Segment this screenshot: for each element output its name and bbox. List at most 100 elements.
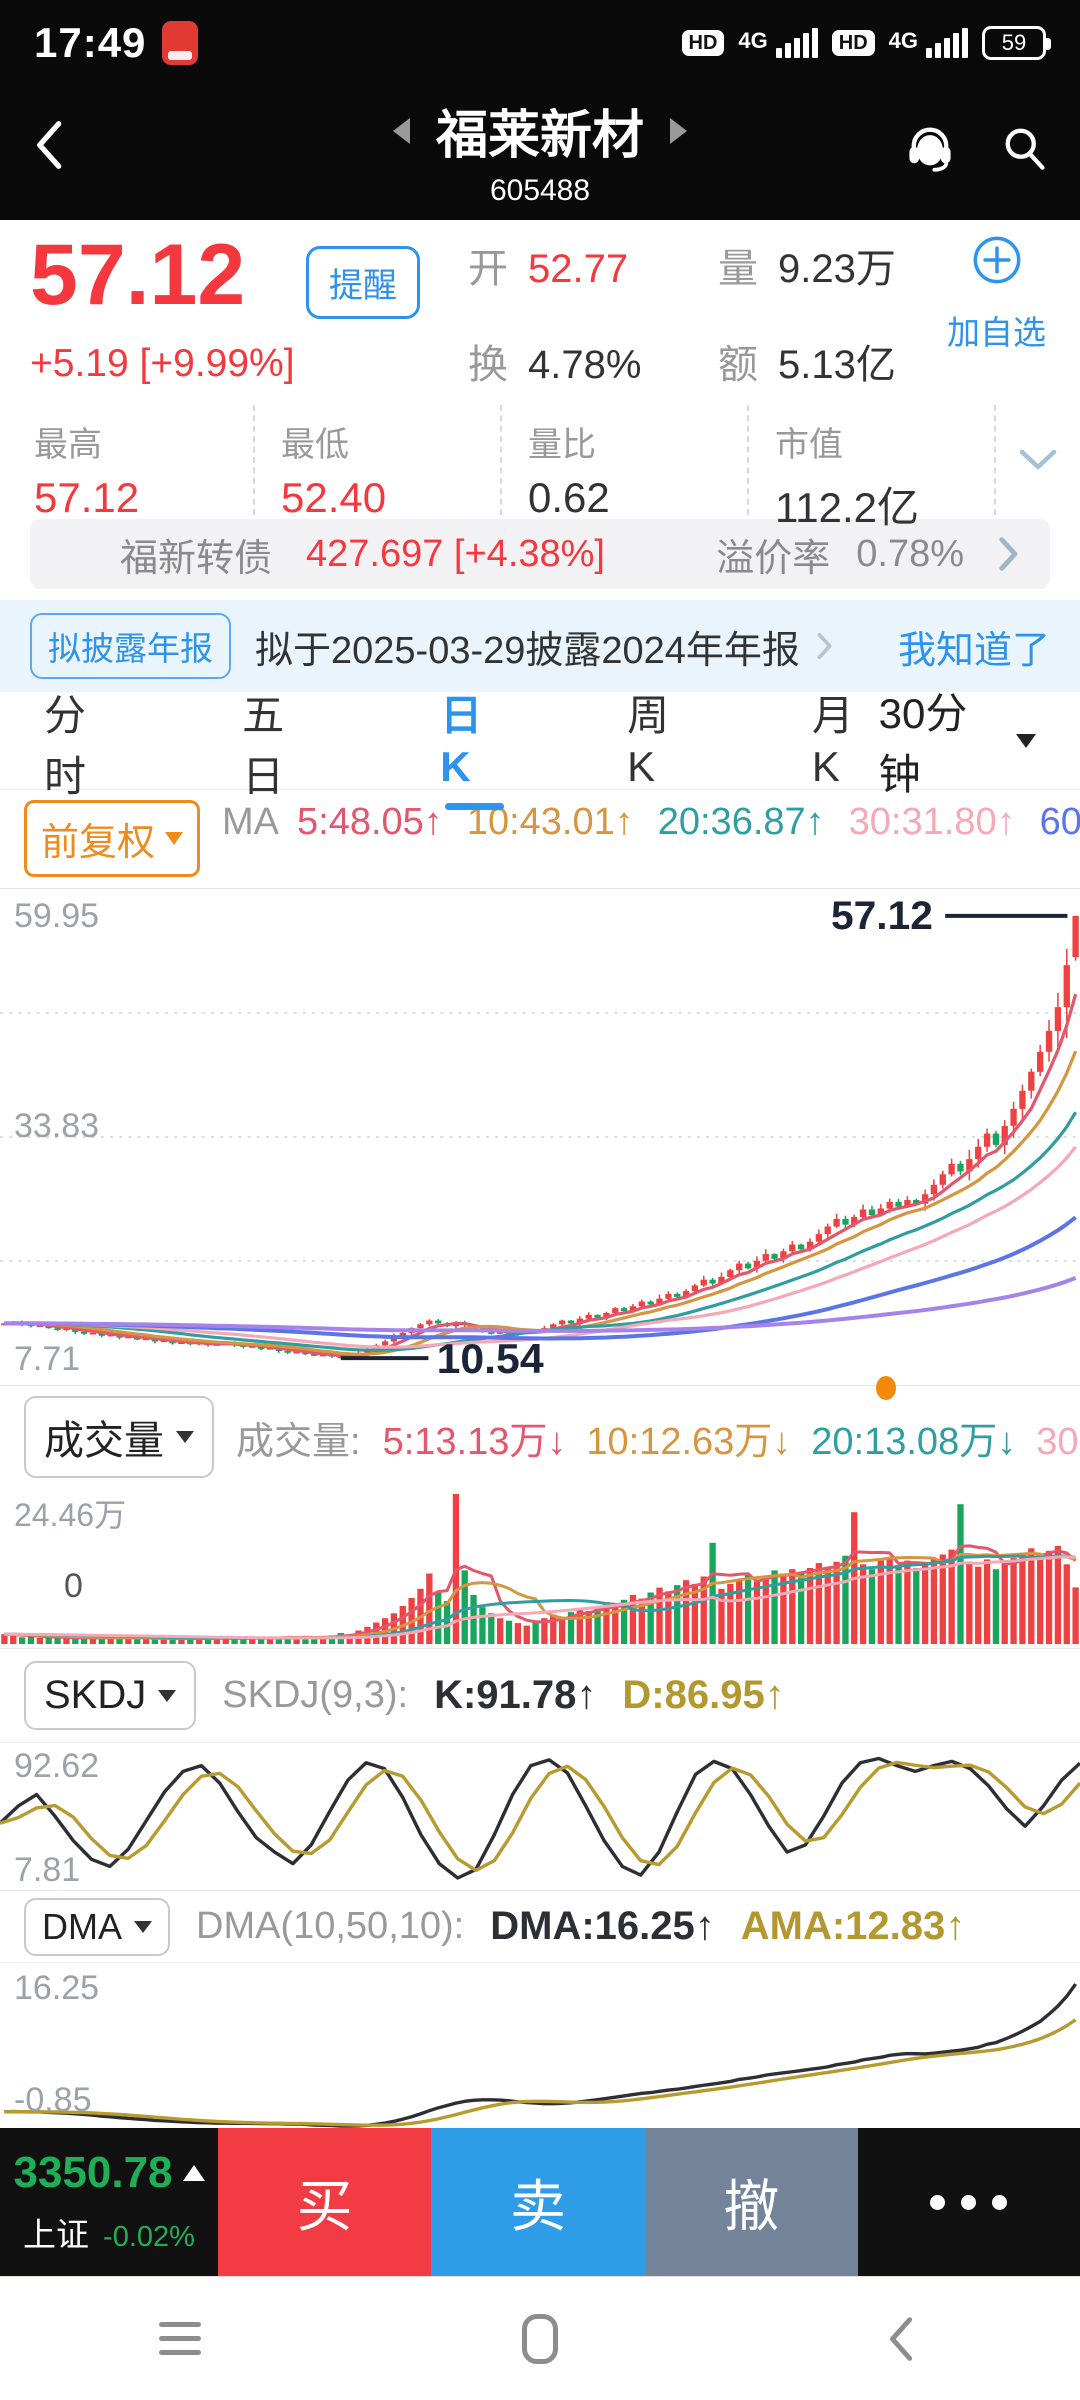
dma-header: DMA DMA(10,50,10): DMA:16.25↑ AMA:12.83↑ — [0, 1890, 1080, 1962]
kline-svg: 57.12 10.54 — [0, 892, 1080, 1382]
add-watchlist-button[interactable]: 加自选 — [947, 234, 1046, 354]
volume-indicator-selector[interactable]: 成交量 — [24, 1396, 214, 1478]
date-marker-dot — [876, 1376, 896, 1400]
chart-tab-bar: 分时 五日 日K 周K 月K 30分钟 — [0, 690, 1080, 800]
tab-list: 分时 五日 日K 周K 月K — [44, 672, 879, 810]
skdj-chart[interactable]: 92.62 7.81 — [0, 1742, 1080, 1890]
open-value: 52.77 — [528, 247, 629, 291]
convertible-bond-link[interactable]: 福新转债 427.697 [+4.38%] 溢价率 0.78% — [30, 519, 1050, 589]
bond-name: 福新转债 — [120, 537, 273, 580]
dot-icon — [930, 2194, 946, 2210]
stock-title-block: 福莱新材 605488 — [392, 93, 688, 208]
ma-chip: 30:31.80↑ — [848, 801, 1016, 843]
period-selector[interactable]: 30分钟 — [879, 680, 1036, 802]
ma-chip: 20:36.87↑ — [657, 801, 825, 843]
amount-value: 5.13亿 — [778, 343, 896, 387]
nav-back-button[interactable] — [720, 2315, 1080, 2363]
index-value: 3350.78 — [13, 2148, 173, 2197]
price-change: +5.19 [+9.99%] — [30, 342, 295, 385]
index-quote-button[interactable]: 3350.78 上证 -0.02% — [0, 2128, 218, 2276]
volume-svg — [1, 1494, 1079, 1644]
notice-text: 拟于2025-03-29披露2024年年报 — [255, 629, 800, 672]
dma-indicator-selector[interactable]: DMA — [24, 1897, 170, 1956]
expand-stats-button[interactable] — [994, 405, 1080, 515]
tab-日K[interactable]: 日K — [440, 672, 509, 810]
signal-strength-icon-2: 4G — [889, 27, 968, 58]
notice-bar: 拟披露年报 拟于2025-03-29披露2024年年报 我知道了 — [0, 600, 1080, 692]
notification-app-icon — [162, 20, 199, 65]
signal-strength-icon-1: 4G — [738, 27, 818, 58]
add-watchlist-label: 加自选 — [947, 314, 1046, 351]
back-icon — [890, 2316, 913, 2361]
ama-value: AMA:12.83↑ — [740, 1904, 966, 1948]
volume-y-max: 24.46万 — [14, 1497, 127, 1533]
y-axis-min: 7.71 — [14, 1340, 81, 1378]
prev-stock-icon[interactable] — [392, 117, 410, 144]
hd-volte-icon: HD — [681, 29, 725, 56]
stat-cell: 量比 0.62 — [500, 405, 747, 521]
home-icon — [522, 2313, 558, 2364]
caret-down-icon — [176, 1431, 194, 1443]
stat-cell: 最低 52.40 — [253, 405, 500, 521]
turnover-label: 换 — [468, 343, 508, 387]
next-stock-icon[interactable] — [670, 117, 688, 144]
tab-分时[interactable]: 分时 — [44, 691, 87, 800]
battery-icon: 59 — [982, 25, 1051, 60]
volume-value: 9.23万 — [778, 247, 896, 291]
skdj-params: SKDJ(9,3): — [222, 1674, 409, 1716]
stock-name: 福莱新材 — [435, 107, 645, 165]
search-icon[interactable] — [998, 121, 1050, 178]
kline-header: 前复权 MA 5:48.05↑ 10:43.01↑ 20:36.87↑ 30:31.80… — [0, 790, 1080, 888]
triangle-up-icon — [182, 2165, 205, 2181]
adjust-mode-button[interactable]: 前复权 — [24, 800, 201, 877]
dma-chart[interactable]: 16.25 -0.85 — [0, 1962, 1080, 2128]
y-axis-mid: 33.83 — [14, 1107, 100, 1145]
chevron-right-icon — [999, 537, 1018, 571]
dot-icon — [961, 2194, 977, 2210]
back-icon[interactable] — [28, 119, 68, 176]
ma-label: MA — [222, 801, 280, 843]
caret-down-icon — [165, 832, 184, 845]
tab-月K[interactable]: 月K — [811, 691, 854, 790]
open-label: 开 — [468, 247, 508, 291]
skdj-d-value: D:86.95↑ — [622, 1673, 785, 1717]
more-button[interactable] — [857, 2128, 1080, 2276]
index-name: 上证 — [23, 2216, 90, 2253]
volume-label: 成交量: — [236, 1420, 361, 1463]
clock: 17:49 — [34, 18, 147, 66]
current-price: 57.12 — [30, 227, 246, 323]
candlestick-chart[interactable]: 57.12 10.54 59.95 33.83 7.71 — [0, 888, 1080, 1385]
tab-周K[interactable]: 周K — [627, 691, 670, 790]
skdj-y-max: 92.62 — [14, 1747, 100, 1785]
notice-badge: 拟披露年报 — [30, 613, 231, 679]
skdj-header: SKDJ SKDJ(9,3): K:91.78↑ D:86.95↑ — [0, 1648, 1080, 1742]
notice-dismiss-button[interactable]: 我知道了 — [897, 629, 1050, 672]
hd-volte-icon-2: HD — [831, 29, 875, 56]
plus-circle-icon — [971, 234, 1023, 294]
skdj-y-min: 7.81 — [14, 1851, 81, 1889]
skdj-indicator-selector[interactable]: SKDJ — [24, 1661, 197, 1730]
tab-五日[interactable]: 五日 — [242, 691, 285, 800]
bond-row: 福新转债 427.697 [+4.38%] 溢价率 0.78% — [0, 515, 1080, 600]
bond-value: 427.697 [+4.38%] — [306, 532, 605, 575]
ma-chip: 5:13.13万↓ — [382, 1420, 567, 1463]
dma-svg — [4, 1983, 1078, 2128]
status-indicators: HD 4G HD 4G 59 — [681, 25, 1051, 60]
skdj-svg — [0, 1756, 1080, 1880]
index-change: -0.02% — [103, 2221, 195, 2253]
cancel-order-button[interactable]: 撤 — [644, 2128, 858, 2276]
skdj-k-value: K:91.78↑ — [434, 1673, 597, 1717]
app-header: 福莱新材 605488 — [0, 85, 1080, 220]
buy-button[interactable]: 买 — [218, 2128, 432, 2276]
recents-button[interactable] — [0, 2322, 360, 2355]
amount-label: 额 — [718, 343, 758, 387]
customer-service-icon[interactable] — [904, 121, 956, 178]
alert-button[interactable]: 提醒 — [306, 246, 420, 319]
volume-chart[interactable]: 24.46万 0 — [0, 1488, 1080, 1648]
home-button[interactable] — [360, 2313, 720, 2364]
caret-down-icon — [158, 1689, 177, 1702]
chevron-right-icon — [817, 632, 832, 660]
sell-button[interactable]: 卖 — [431, 2128, 645, 2276]
dma-value: DMA:16.25↑ — [490, 1904, 715, 1948]
